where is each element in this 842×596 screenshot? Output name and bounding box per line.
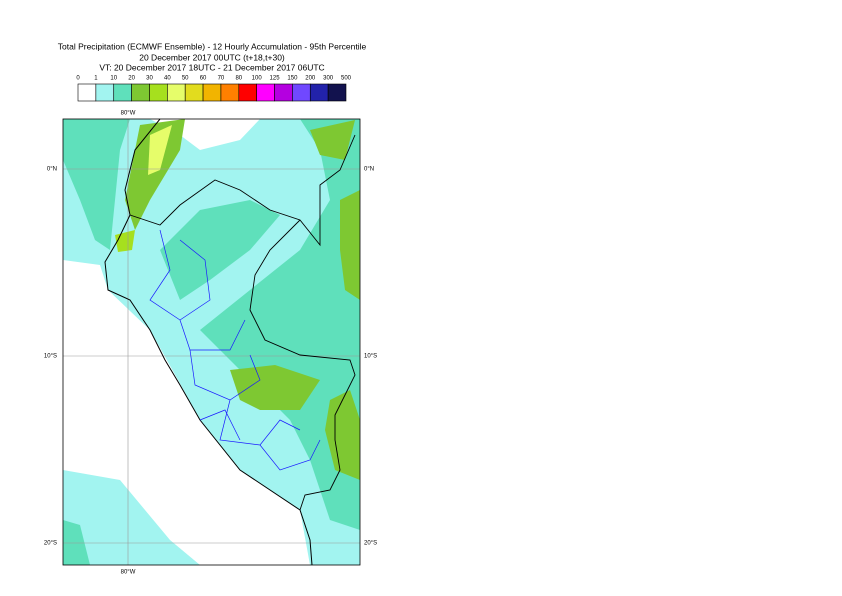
colorbar-box (149, 83, 168, 102)
lat-label: 0°N (364, 167, 374, 173)
field-high (125, 119, 185, 230)
lat-label: 10°S (364, 354, 377, 360)
field-mid (63, 119, 130, 250)
title-line: VT: 20 December 2017 18UTC - 21 December… (99, 62, 324, 72)
colorbar-box (167, 83, 186, 102)
colorbar: 0 1 10 20 30 40 50 60 70 80 100 125 150 200 300 500 (76, 76, 352, 102)
colorbar-label: 30 (146, 76, 153, 82)
colorbar-label: 20 (128, 76, 135, 82)
colorbar-label: 0 (76, 76, 80, 82)
field-high (310, 120, 355, 160)
colorbar-box (238, 83, 257, 102)
departments (149, 229, 321, 471)
colorbar-box (184, 83, 204, 102)
colorbar-label: 200 (305, 76, 316, 82)
border (249, 219, 356, 511)
map-frame (62, 118, 361, 566)
colorbar-label: 1 (94, 76, 98, 82)
title-line: Total Precipitation (ECMWF Ensemble) - 1… (58, 41, 367, 51)
colorbar-label: 500 (341, 76, 352, 82)
colorbar-label: 60 (200, 76, 207, 82)
field-low (63, 470, 200, 565)
colorbar-box (309, 83, 329, 102)
lon-label: 80°W (121, 111, 136, 117)
lat-label: 0°N (47, 167, 57, 173)
colorbar-box (202, 83, 222, 102)
lat-label: 20°S (44, 541, 57, 547)
lat-label: 20°S (364, 541, 377, 547)
border (129, 134, 356, 247)
lat-label: 10°S (44, 354, 57, 360)
colorbar-box (256, 83, 275, 102)
field-high (230, 365, 320, 410)
colorbar-label: 80 (235, 76, 242, 82)
colorbar-box (327, 83, 347, 102)
title-line: 20 December 2017 00UTC (t+18,t+30) (139, 52, 285, 62)
coastline (104, 119, 313, 565)
colorbar-label: 40 (164, 76, 171, 82)
colorbar-box (113, 83, 132, 102)
field-mid (160, 200, 280, 300)
colorbar-box (77, 83, 97, 102)
colorbar-label: 125 (270, 76, 281, 82)
colorbar-label: 10 (110, 76, 117, 82)
colorbar-box (95, 83, 115, 102)
colorbar-box (274, 83, 293, 102)
titles: Total Precipitation (ECMWF Ensemble) - 1… (58, 41, 367, 72)
colorbar-box (292, 83, 311, 102)
colorbar-box (220, 83, 240, 102)
field-high (325, 390, 360, 480)
colorbar-label: 150 (287, 76, 298, 82)
map-field (63, 119, 360, 565)
colorbar-label: 70 (218, 76, 225, 82)
colorbar-label: 300 (323, 76, 334, 82)
field-high (340, 190, 360, 300)
lon-label: 80°W (121, 570, 136, 576)
colorbar-label: 100 (252, 76, 263, 82)
colorbar-label: 50 (182, 76, 189, 82)
field-peak (148, 125, 172, 175)
field-mid (63, 520, 90, 565)
colorbar-box (131, 83, 150, 102)
